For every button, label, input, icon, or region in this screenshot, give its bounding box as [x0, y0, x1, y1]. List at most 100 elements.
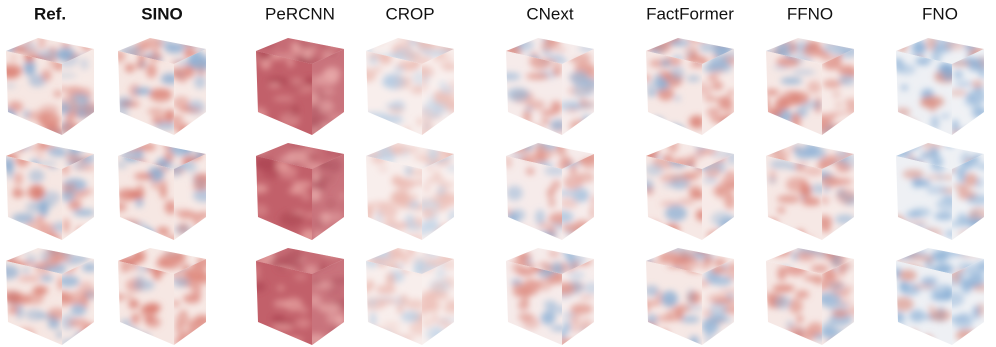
texture-blob: [339, 192, 344, 200]
cube: [646, 248, 734, 345]
face-shade: [366, 248, 454, 274]
texture-blob: [529, 127, 545, 135]
texture-blob: [422, 65, 435, 79]
texture-blob: [901, 84, 908, 91]
texture-blob: [160, 184, 167, 200]
texture-blob: [714, 234, 725, 240]
texture-blob: [67, 318, 89, 328]
texture-blob: [909, 309, 926, 323]
texture-blob: [332, 337, 344, 345]
texture-blob: [810, 264, 830, 273]
texture-blob: [75, 209, 94, 216]
texture-blob: [898, 280, 908, 292]
face-shade: [896, 38, 984, 64]
texture-blob: [118, 293, 125, 301]
texture-blob: [822, 113, 837, 122]
face-shade: [118, 38, 206, 64]
texture-blob: [321, 280, 330, 286]
texture-blob: [709, 314, 726, 320]
texture-blob: [782, 126, 794, 134]
texture-blob: [131, 312, 140, 325]
texture-blob: [118, 202, 127, 212]
texture-blob: [517, 267, 535, 277]
texture-blob: [256, 38, 265, 44]
texture-blob: [406, 223, 422, 231]
texture-blob: [24, 128, 39, 135]
texture-blob: [256, 331, 265, 345]
face-shade: [174, 154, 206, 240]
texture-blob: [312, 91, 319, 106]
texture-blob: [81, 262, 94, 272]
face-shade: [646, 38, 734, 64]
texture-blob: [84, 290, 94, 301]
texture-blob: [780, 77, 803, 85]
cube: [766, 143, 854, 240]
texture-blob: [896, 60, 906, 72]
texture-blob: [405, 299, 422, 310]
texture-blob: [379, 298, 398, 305]
texture-blob: [14, 172, 23, 186]
texture-blob: [548, 212, 562, 225]
texture-blob: [68, 183, 76, 192]
texture-blob: [549, 119, 562, 131]
texture-blob: [77, 39, 93, 44]
texture-blob: [929, 309, 952, 322]
texture-blob: [375, 210, 383, 227]
texture-blob: [163, 150, 174, 163]
texture-blob: [703, 255, 713, 265]
texture-blob: [411, 70, 422, 86]
texture-blob: [843, 285, 854, 292]
texture-blob: [842, 143, 854, 152]
texture-blob: [766, 89, 780, 96]
texture-blob: [380, 327, 401, 342]
texture-blob: [326, 284, 343, 297]
texture-blob: [796, 315, 804, 323]
texture-blob: [679, 198, 695, 206]
texture-blob: [312, 219, 325, 228]
column-header: CNext: [526, 4, 574, 23]
texture-blob: [707, 74, 719, 82]
texture-blob: [673, 304, 692, 313]
texture-blob: [133, 279, 155, 291]
texture-blob: [440, 329, 451, 340]
texture-blob: [703, 97, 721, 102]
texture-blob: [118, 107, 129, 121]
texture-blob: [506, 185, 523, 201]
texture-blob: [543, 300, 557, 310]
cube: [366, 38, 454, 135]
texture-blob: [952, 220, 959, 228]
texture-blob: [975, 163, 984, 170]
texture-blob: [774, 295, 792, 310]
texture-blob: [312, 188, 322, 202]
texture-blob: [118, 125, 137, 135]
texture-blob: [140, 306, 157, 319]
texture-blob: [40, 275, 54, 282]
texture-blob: [62, 101, 71, 116]
texture-blob: [562, 327, 566, 340]
texture-blob: [511, 226, 519, 235]
texture-blob: [174, 168, 182, 177]
texture-blob: [657, 86, 674, 101]
texture-blob: [965, 40, 984, 45]
texture-blob: [517, 312, 534, 321]
texture-blob: [686, 75, 701, 82]
texture-blob: [303, 50, 312, 60]
texture-blob: [976, 108, 984, 118]
texture-blob: [788, 91, 810, 105]
texture-blob: [382, 228, 402, 240]
face-texture: [952, 55, 984, 135]
texture-blob: [912, 179, 931, 187]
texture-blob: [899, 120, 913, 130]
face-shade: [6, 248, 94, 274]
texture-blob: [549, 100, 561, 113]
texture-blob: [911, 41, 927, 56]
texture-blob: [416, 117, 422, 126]
face-shade: [562, 259, 594, 345]
texture-blob: [674, 158, 685, 165]
texture-blob: [902, 169, 924, 179]
texture-blob: [23, 59, 36, 76]
texture-blob: [646, 300, 660, 306]
texture-blob: [587, 122, 594, 134]
texture-blob: [522, 289, 529, 306]
texture-blob: [688, 185, 702, 198]
